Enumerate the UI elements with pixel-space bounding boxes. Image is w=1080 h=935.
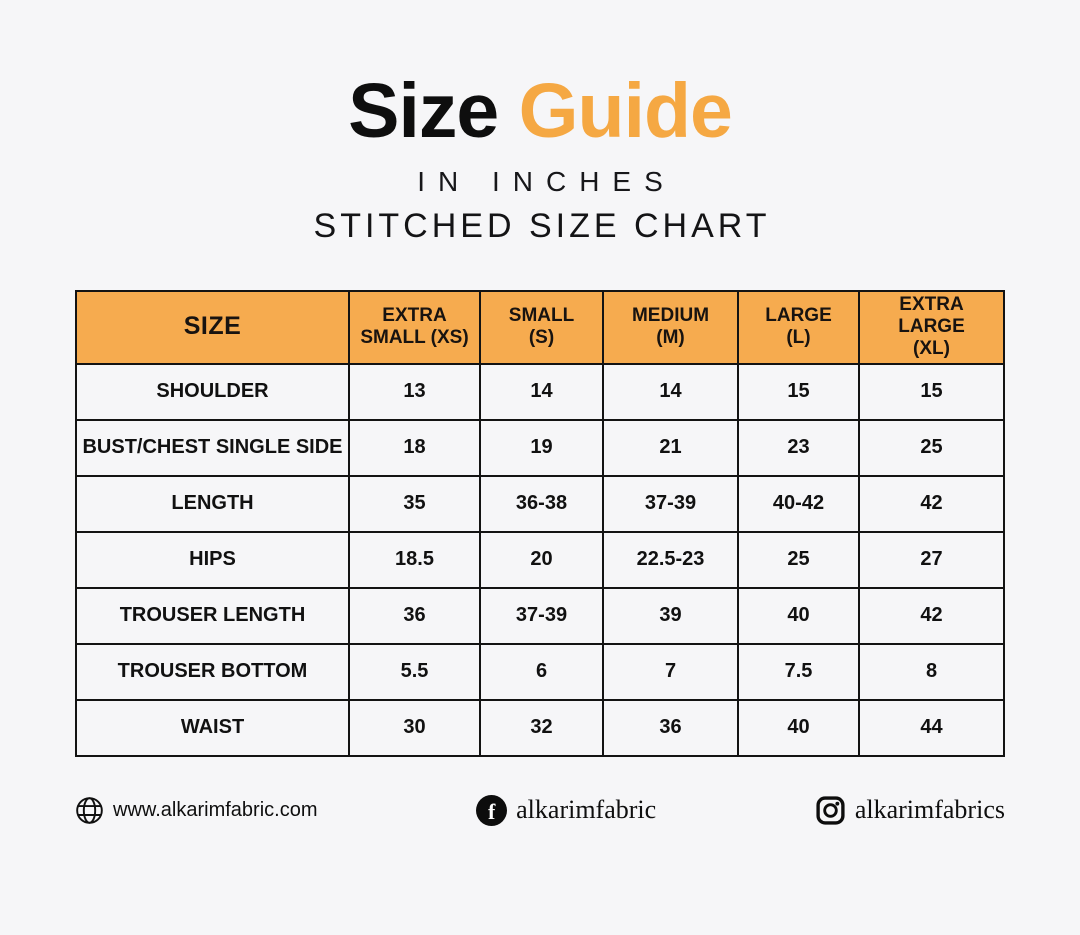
column-header-medium: MEDIUM (M): [602, 289, 739, 365]
cell-l: 15: [737, 362, 860, 421]
cell-xl: 27: [858, 530, 1005, 589]
cell-l: 23: [737, 418, 860, 477]
cell-s: 36-38: [479, 474, 604, 533]
cell-xl: 42: [858, 586, 1005, 645]
row-label: SHOULDER: [75, 362, 350, 421]
instagram-link[interactable]: alkarimfabrics: [815, 795, 1005, 826]
table-row-trouser-length: TROUSER LENGTH 36 37-39 39 40 42: [75, 586, 1005, 645]
cell-m: 14: [602, 362, 739, 421]
cell-m: 39: [602, 586, 739, 645]
header-line: SMALL: [508, 304, 575, 326]
facebook-handle: alkarimfabric: [516, 795, 657, 825]
cell-xl: 42: [858, 474, 1005, 533]
header-line: EXTRA: [382, 304, 447, 326]
table-row-trouser-bottom: TROUSER BOTTOM 5.5 6 7 7.5 8: [75, 642, 1005, 701]
cell-m: 22.5-23: [602, 530, 739, 589]
table-body: SHOULDER 13 14 14 15 15 BUST/CHEST SINGL…: [75, 362, 1005, 757]
table-row-shoulder: SHOULDER 13 14 14 15 15: [75, 362, 1005, 421]
footer: www.alkarimfabric.com f alkarimfabric al…: [75, 794, 1005, 826]
cell-xs: 18.5: [348, 530, 481, 589]
column-header-extra-small: EXTRA SMALL (XS): [348, 289, 481, 365]
cell-xs: 36: [348, 586, 481, 645]
cell-s: 19: [479, 418, 604, 477]
row-label: LENGTH: [75, 474, 350, 533]
header-line: (M): [656, 327, 685, 349]
row-label: HIPS: [75, 530, 350, 589]
instagram-icon: [815, 795, 846, 826]
cell-s: 6: [479, 642, 604, 701]
cell-xs: 35: [348, 474, 481, 533]
cell-xs: 18: [348, 418, 481, 477]
table-row-bust-chest: BUST/CHEST SINGLE SIDE 18 19 21 23 25: [75, 418, 1005, 477]
cell-m: 36: [602, 698, 739, 757]
cell-l: 40-42: [737, 474, 860, 533]
header-line: EXTRA LARGE: [898, 293, 965, 337]
facebook-glyph: f: [487, 799, 496, 825]
cell-s: 20: [479, 530, 604, 589]
cell-xs: 30: [348, 698, 481, 757]
title-word-guide: Guide: [518, 68, 733, 154]
cell-s: 37-39: [479, 586, 604, 645]
facebook-icon: f: [476, 794, 508, 826]
cell-m: 37-39: [602, 474, 739, 533]
cell-xl: 15: [858, 362, 1005, 421]
cell-l: 7.5: [737, 642, 860, 701]
row-label: WAIST: [75, 698, 350, 757]
table-row-waist: WAIST 30 32 36 40 44: [75, 698, 1005, 757]
facebook-link[interactable]: f alkarimfabric: [476, 794, 657, 826]
subtitle-stitched-size-chart: STITCHED SIZE CHART: [313, 206, 771, 245]
column-header-small: SMALL (S): [479, 289, 604, 365]
website-text: www.alkarimfabric.com: [113, 798, 318, 821]
header-line: (L): [786, 327, 811, 349]
cell-l: 25: [737, 530, 860, 589]
table-row-hips: HIPS 18.5 20 22.5-23 25 27: [75, 530, 1005, 589]
cell-l: 40: [737, 586, 860, 645]
header-line: (XL): [913, 338, 950, 360]
header-line: SMALL (XS): [360, 327, 469, 349]
cell-xs: 5.5: [348, 642, 481, 701]
website-link[interactable]: www.alkarimfabric.com: [75, 796, 317, 825]
globe-icon: [75, 796, 104, 825]
cell-xl: 25: [858, 418, 1005, 477]
column-header-size: SIZE: [75, 289, 350, 365]
row-label: TROUSER BOTTOM: [75, 642, 350, 701]
header-line: LARGE: [765, 304, 832, 326]
row-label: BUST/CHEST SINGLE SIDE: [75, 418, 350, 477]
cell-m: 7: [602, 642, 739, 701]
title-word-size: Size: [348, 68, 499, 154]
size-chart-table: SIZE EXTRA SMALL (XS) SMALL (S) MEDIUM (…: [75, 289, 1005, 757]
cell-s: 14: [479, 362, 604, 421]
table-header: SIZE EXTRA SMALL (XS) SMALL (S) MEDIUM (…: [75, 289, 1005, 365]
cell-xs: 13: [348, 362, 481, 421]
header-line: MEDIUM: [631, 304, 710, 326]
instagram-handle: alkarimfabrics: [854, 795, 1005, 825]
header-row: SIZE EXTRA SMALL (XS) SMALL (S) MEDIUM (…: [75, 289, 1005, 365]
column-header-extra-large: EXTRA LARGE (XL): [858, 289, 1005, 365]
column-header-large: LARGE (L): [737, 289, 860, 365]
cell-l: 40: [737, 698, 860, 757]
table-row-length: LENGTH 35 36-38 37-39 40-42 42: [75, 474, 1005, 533]
cell-xl: 44: [858, 698, 1005, 757]
cell-xl: 8: [858, 642, 1005, 701]
subtitle-in-inches: IN INCHES: [417, 165, 676, 197]
cell-s: 32: [479, 698, 604, 757]
cell-m: 21: [602, 418, 739, 477]
page-title: Size Guide: [0, 72, 1080, 151]
header-line: (S): [528, 327, 555, 349]
row-label: TROUSER LENGTH: [75, 586, 350, 645]
